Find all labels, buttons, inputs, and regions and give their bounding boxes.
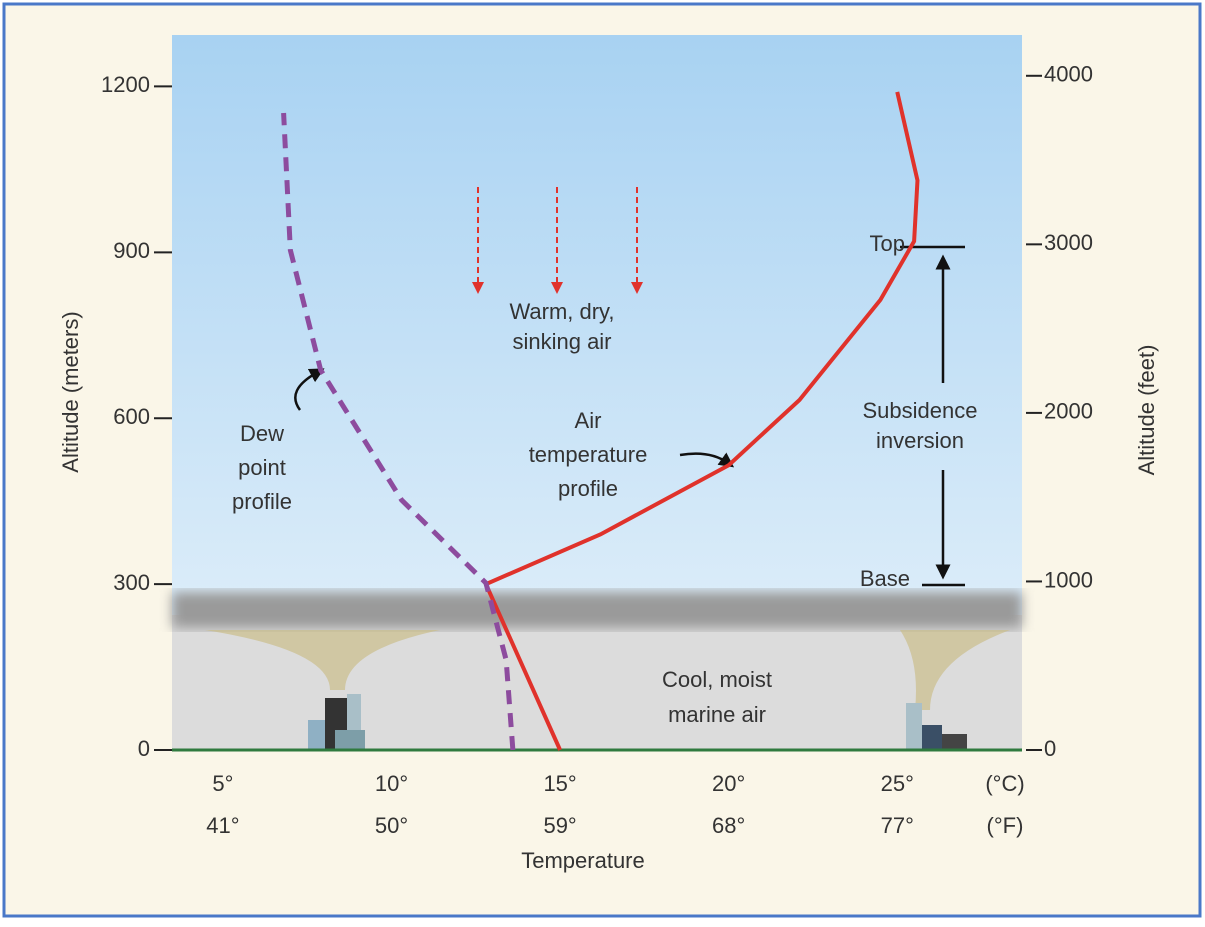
x-unit: (°C) bbox=[985, 771, 1024, 796]
x-tick-label: 15° bbox=[543, 771, 576, 796]
y2-axis-title: Altitude (feet) bbox=[1134, 345, 1159, 476]
x-tick-label: 5° bbox=[212, 771, 233, 796]
annotation: Base bbox=[860, 566, 910, 591]
cloud-layer bbox=[172, 592, 1022, 628]
annotation: Dew bbox=[240, 421, 284, 446]
y2-tick-label: 4000 bbox=[1044, 62, 1093, 87]
x2-tick-label: 77° bbox=[881, 813, 914, 838]
y-tick-label: 600 bbox=[113, 404, 150, 429]
annotation: temperature bbox=[529, 442, 648, 467]
x-tick-label: 20° bbox=[712, 771, 745, 796]
y-tick-label: 900 bbox=[113, 238, 150, 263]
annotation: Air bbox=[575, 408, 602, 433]
x2-tick-label: 41° bbox=[206, 813, 239, 838]
annotation: Cool, moist bbox=[662, 667, 772, 692]
x2-tick-label: 59° bbox=[543, 813, 576, 838]
y2-tick-label: 0 bbox=[1044, 736, 1056, 761]
y-tick-label: 1200 bbox=[101, 72, 150, 97]
y-tick-label: 300 bbox=[113, 570, 150, 595]
y-axis-title: Altitude (meters) bbox=[58, 311, 83, 472]
annotation: Subsidence bbox=[863, 398, 978, 423]
y2-tick-label: 1000 bbox=[1044, 567, 1093, 592]
y2-tick-label: 3000 bbox=[1044, 230, 1093, 255]
x2-unit: (°F) bbox=[987, 813, 1024, 838]
annotation: point bbox=[238, 455, 286, 480]
x-tick-label: 10° bbox=[375, 771, 408, 796]
annotation: Warm, dry, bbox=[509, 299, 614, 324]
annotation: profile bbox=[232, 489, 292, 514]
x-axis-title: Temperature bbox=[521, 848, 645, 873]
y2-tick-label: 2000 bbox=[1044, 399, 1093, 424]
chart: Temperature (°C) (°F) Altitude (meters) … bbox=[0, 0, 1205, 927]
x2-tick-label: 50° bbox=[375, 813, 408, 838]
annotation: inversion bbox=[876, 428, 964, 453]
annotation: marine air bbox=[668, 702, 766, 727]
x2-tick-label: 68° bbox=[712, 813, 745, 838]
annotation: sinking air bbox=[512, 329, 611, 354]
annotation: profile bbox=[558, 476, 618, 501]
page: Temperature (°C) (°F) Altitude (meters) … bbox=[0, 0, 1205, 927]
y-tick-label: 0 bbox=[138, 736, 150, 761]
x-tick-label: 25° bbox=[881, 771, 914, 796]
annotation: Top bbox=[870, 231, 905, 256]
